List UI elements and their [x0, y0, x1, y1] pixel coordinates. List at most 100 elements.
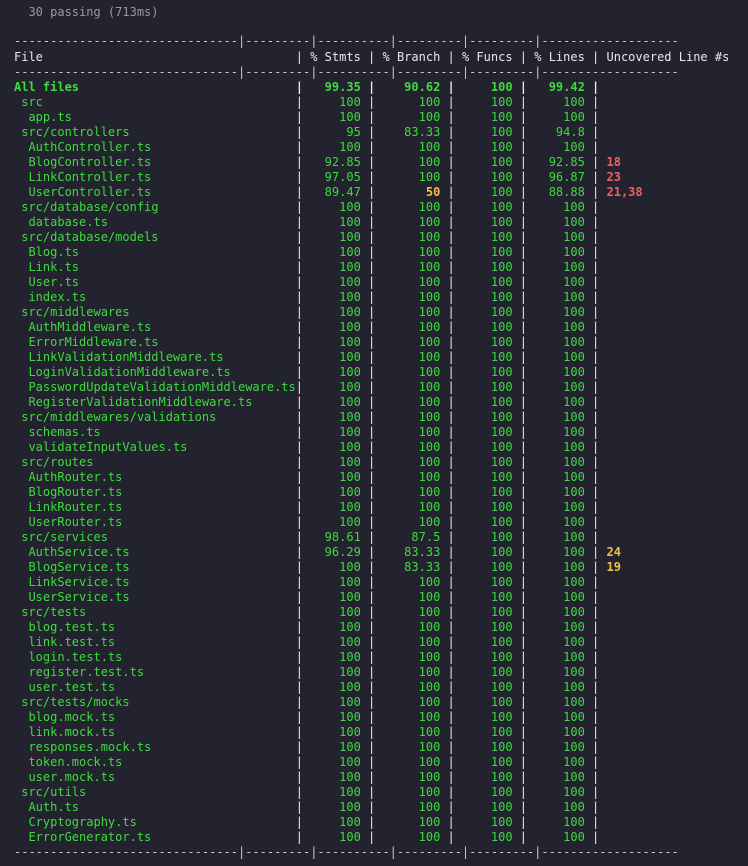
- column-divider: |: [368, 305, 376, 319]
- column-divider: |: [592, 755, 600, 769]
- branch-cell: 100: [375, 215, 448, 229]
- column-divider: |: [592, 590, 600, 604]
- file-name: src/controllers: [14, 125, 296, 139]
- branch-cell: 100: [375, 830, 448, 844]
- table-row: AuthService.ts | 96.29 | 83.33 | 100 | 1…: [14, 545, 621, 560]
- lines-cell: 100: [527, 140, 593, 154]
- file-name: user.mock.ts: [14, 770, 296, 784]
- table-row: blog.mock.ts | 100 | 100 | 100 | 100 |: [14, 710, 607, 725]
- column-divider: |: [368, 320, 376, 334]
- column-divider: |: [519, 455, 528, 469]
- column-divider: |: [519, 695, 528, 709]
- table-row: RegisterValidationMiddleware.ts | 100 | …: [14, 395, 607, 410]
- column-divider: |: [519, 530, 528, 544]
- file-name: BlogService.ts: [14, 560, 296, 574]
- funcs-cell: 100: [454, 350, 520, 364]
- column-divider: |: [368, 620, 376, 634]
- table-row: responses.mock.ts | 100 | 100 | 100 | 10…: [14, 740, 607, 755]
- column-divider: |: [447, 485, 455, 499]
- column-divider: |: [592, 320, 600, 334]
- column-divider: |: [447, 740, 455, 754]
- stmts-cell: 100: [303, 695, 369, 709]
- lines-cell: 100: [527, 650, 593, 664]
- uncovered-cell: [599, 425, 606, 439]
- branch-cell: 100: [375, 110, 448, 124]
- file-name: AuthController.ts: [14, 140, 296, 154]
- table-row: src/database/models | 100 | 100 | 100 | …: [14, 230, 607, 245]
- file-name: blog.mock.ts: [14, 710, 296, 724]
- header-file: File: [14, 50, 296, 64]
- column-divider: |: [295, 545, 303, 559]
- column-divider: |: [368, 335, 376, 349]
- column-divider: |: [368, 725, 376, 739]
- column-divider: |: [592, 185, 600, 199]
- column-divider: |: [447, 290, 455, 304]
- column-divider: |: [592, 440, 600, 454]
- column-divider: |: [519, 425, 528, 439]
- uncovered-cell: 23: [599, 170, 621, 184]
- branch-cell: 100: [375, 710, 448, 724]
- funcs-cell: 100: [454, 260, 520, 274]
- table-separator-bottom: -------------------------------|--------…: [14, 845, 679, 859]
- column-divider: |: [447, 230, 455, 244]
- funcs-cell: 100: [454, 80, 520, 94]
- stmts-cell: 100: [303, 740, 369, 754]
- funcs-cell: 100: [454, 710, 520, 724]
- uncovered-cell: 18: [599, 155, 621, 169]
- column-divider: |: [447, 815, 455, 829]
- uncovered-cell: [599, 740, 606, 754]
- funcs-cell: 100: [454, 290, 520, 304]
- header-funcs: % Funcs: [454, 50, 520, 64]
- column-divider: |: [368, 800, 376, 814]
- table-row: src/utils | 100 | 100 | 100 | 100 |: [14, 785, 607, 800]
- stmts-cell: 100: [303, 410, 369, 424]
- column-divider: |: [592, 545, 600, 559]
- lines-cell: 100: [527, 440, 593, 454]
- table-row: ErrorMiddleware.ts | 100 | 100 | 100 | 1…: [14, 335, 607, 350]
- uncovered-cell: [599, 650, 606, 664]
- stmts-cell: 100: [303, 455, 369, 469]
- uncovered-cell: 21,38: [599, 185, 643, 199]
- lines-cell: 100: [527, 590, 593, 604]
- file-name: Blog.ts: [14, 245, 296, 259]
- column-divider: |: [447, 455, 455, 469]
- column-divider: |: [447, 50, 455, 64]
- funcs-cell: 100: [454, 470, 520, 484]
- column-divider: |: [519, 785, 528, 799]
- table-row: LinkRouter.ts | 100 | 100 | 100 | 100 |: [14, 500, 607, 515]
- column-divider: |: [592, 200, 600, 214]
- funcs-cell: 100: [454, 725, 520, 739]
- branch-cell: 100: [375, 590, 448, 604]
- column-divider: |: [368, 140, 376, 154]
- funcs-cell: 100: [454, 230, 520, 244]
- uncovered-cell: [599, 785, 606, 799]
- table-header-row: File | % Stmts | % Branch | % Funcs | % …: [14, 50, 729, 65]
- branch-cell: 100: [375, 500, 448, 514]
- uncovered-cell: [599, 620, 606, 634]
- column-divider: |: [592, 140, 600, 154]
- column-divider: |: [368, 500, 376, 514]
- uncovered-cell: [599, 290, 606, 304]
- column-divider: |: [519, 275, 528, 289]
- column-divider: |: [447, 830, 455, 844]
- file-name: index.ts: [14, 290, 296, 304]
- column-divider: |: [519, 590, 528, 604]
- funcs-cell: 100: [454, 755, 520, 769]
- column-divider: |: [295, 275, 303, 289]
- lines-cell: 100: [527, 260, 593, 274]
- file-name: AuthRouter.ts: [14, 470, 296, 484]
- column-divider: |: [447, 575, 455, 589]
- branch-cell: 100: [375, 305, 448, 319]
- uncovered-cell: [599, 770, 606, 784]
- column-divider: |: [368, 830, 376, 844]
- column-divider: |: [592, 350, 600, 364]
- header-stmts: % Stmts: [303, 50, 369, 64]
- file-name: src/database/models: [14, 230, 296, 244]
- funcs-cell: 100: [454, 560, 520, 574]
- branch-cell: 100: [375, 230, 448, 244]
- stmts-cell: 96.29: [303, 545, 369, 559]
- column-divider: |: [368, 110, 376, 124]
- stmts-cell: 92.85: [303, 155, 369, 169]
- lines-cell: 100: [527, 800, 593, 814]
- column-divider: |: [447, 560, 455, 574]
